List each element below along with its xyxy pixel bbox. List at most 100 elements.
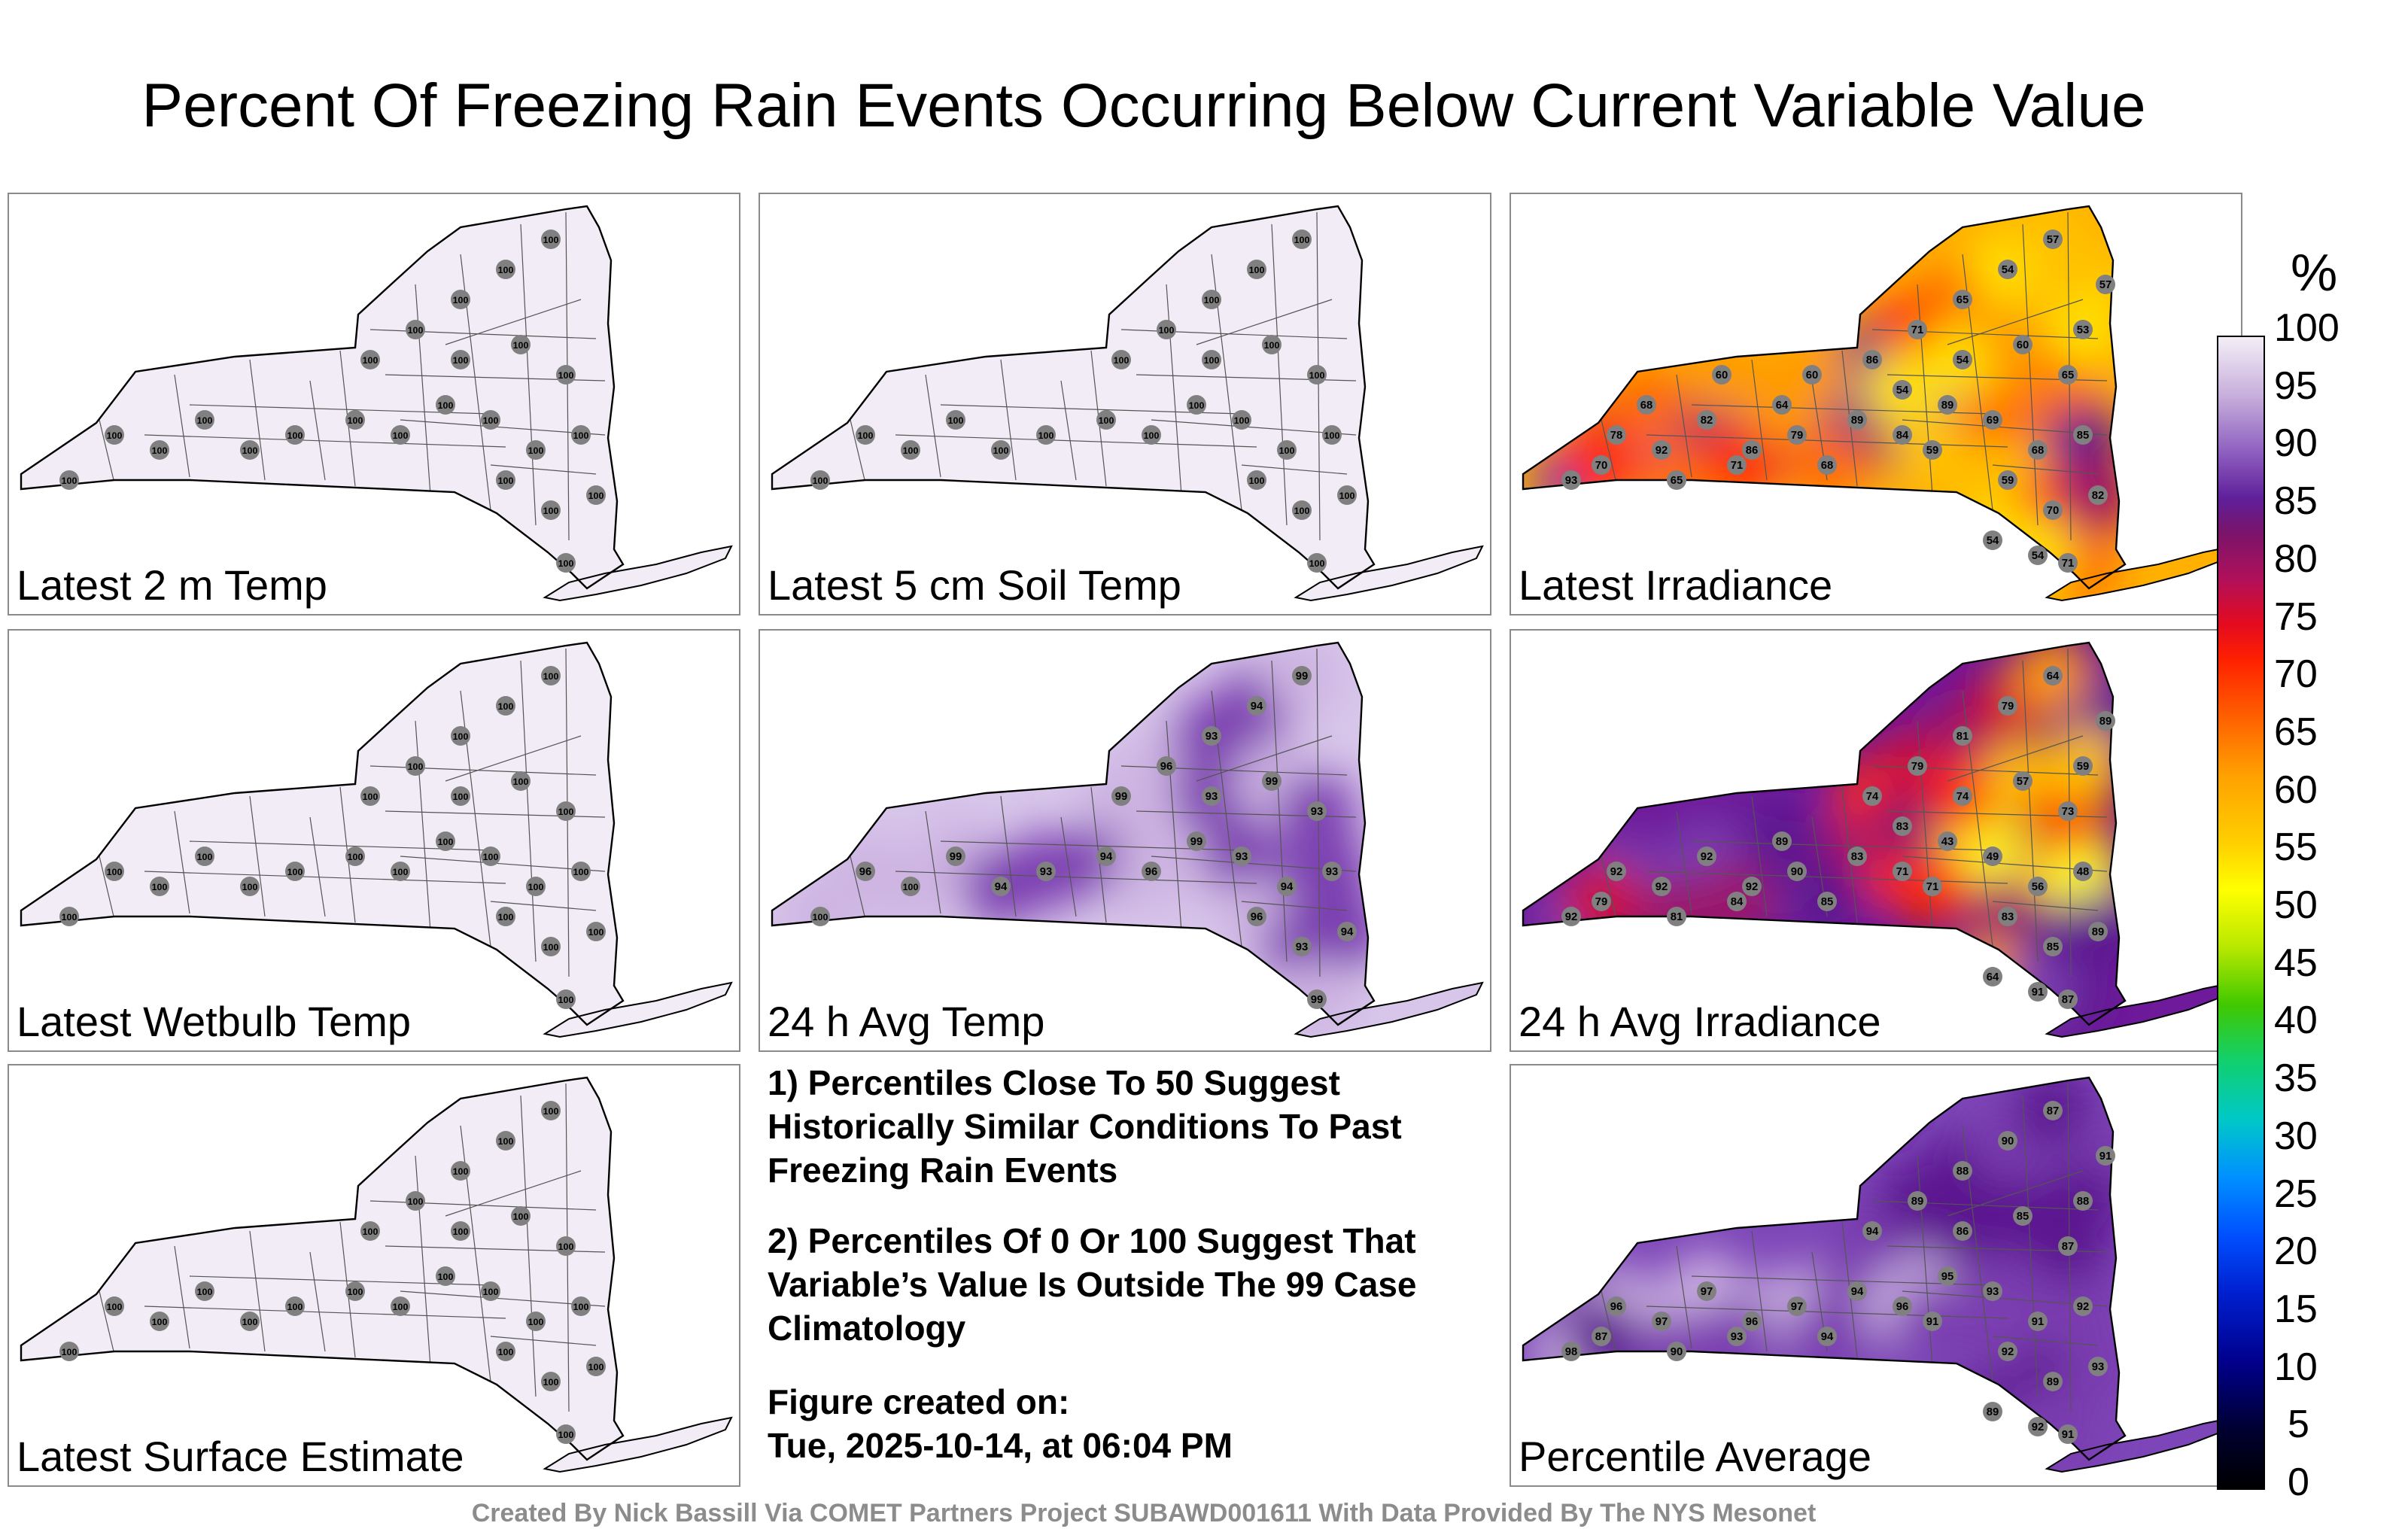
station-marker: 100 <box>571 1296 591 1316</box>
station-marker: 90 <box>1998 1131 2017 1150</box>
station-dot <box>1697 847 1716 866</box>
county-line <box>1676 810 1692 914</box>
station-value: 100 <box>558 995 574 1005</box>
station-value: 100 <box>438 1272 454 1282</box>
station-value: 92 <box>2032 1421 2044 1433</box>
county-line <box>1676 1245 1692 1349</box>
station-marker: 65 <box>1953 290 1972 309</box>
station-value: 60 <box>1806 369 1818 381</box>
station-marker: 92 <box>1561 907 1581 926</box>
station-value: 57 <box>2099 279 2112 291</box>
station-value: 48 <box>2077 866 2089 878</box>
station-value: 100 <box>393 867 409 877</box>
station-marker: 100 <box>526 877 546 896</box>
station-dot <box>1772 831 1792 851</box>
station-dot <box>2073 320 2093 339</box>
station-marker: 89 <box>2043 1372 2063 1391</box>
station-dot <box>556 365 576 385</box>
station-dot <box>391 425 410 445</box>
station-marker: 87 <box>2043 1101 2063 1120</box>
station-marker: 82 <box>1697 410 1716 430</box>
station-dot <box>1908 756 1927 776</box>
station-dot <box>150 1312 169 1331</box>
station-dot <box>1667 1342 1686 1361</box>
station-marker: 89 <box>2096 711 2115 731</box>
station-marker: 92 <box>1697 847 1716 866</box>
station-dot <box>1652 440 1671 460</box>
color-field <box>1532 206 2145 600</box>
county-line <box>249 795 266 917</box>
station-marker: 69 <box>1983 410 2002 430</box>
station-value: 89 <box>1851 415 1863 427</box>
station-dot <box>150 877 169 896</box>
station-dot <box>451 1161 470 1181</box>
station-value: 100 <box>1264 340 1280 351</box>
station-dot <box>1561 907 1581 926</box>
station-dot <box>1953 290 1972 309</box>
station-marker: 93 <box>1322 862 1342 881</box>
station-dot <box>2043 937 2063 956</box>
station-marker: 83 <box>1998 907 2017 926</box>
station-dot <box>1202 290 1221 309</box>
station-dot <box>586 485 606 505</box>
station-dot <box>1637 395 1656 415</box>
map-latest-5cm-soil-temp: 100 100 100 100 100 100 100 100 100 100 100 100 100 1… <box>771 205 1484 602</box>
station-dot <box>556 801 576 821</box>
station-marker: 100 <box>496 470 515 490</box>
station-dot <box>1772 395 1792 415</box>
station-value: 87 <box>2062 1241 2074 1253</box>
station-value: 70 <box>2047 505 2059 517</box>
county-line <box>415 1155 431 1367</box>
station-dot <box>1667 907 1686 926</box>
county-line <box>99 1290 115 1355</box>
station-value: 99 <box>1296 670 1308 682</box>
station-value: 100 <box>813 912 829 923</box>
station-marker: 71 <box>1727 455 1747 475</box>
county-line <box>1646 871 2008 884</box>
station-value: 89 <box>1987 1406 1999 1418</box>
station-value: 100 <box>543 506 559 516</box>
long-island-shape <box>1296 546 1482 600</box>
station-marker: 100 <box>556 1236 576 1256</box>
colorbar-tick-label: 65 <box>2274 710 2318 754</box>
station-value: 100 <box>1294 235 1310 245</box>
station-value: 64 <box>1987 971 1999 983</box>
station-value: 100 <box>513 777 529 787</box>
colorbar-tick-label: 95 <box>2274 363 2318 408</box>
station-dot <box>1307 989 1327 1009</box>
station-value: 88 <box>1956 1166 1969 1178</box>
station-marker: 96 <box>1157 756 1176 776</box>
station-value: 100 <box>408 761 424 772</box>
station-value: 100 <box>197 852 213 862</box>
colorbar-tick-label: 90 <box>2274 421 2318 466</box>
station-value: 100 <box>197 415 213 426</box>
station-dot <box>1787 1296 1807 1316</box>
station-marker: 84 <box>1727 892 1747 911</box>
station-marker: 91 <box>1923 1312 1942 1331</box>
station-marker: 100 <box>451 786 470 806</box>
station-marker: 79 <box>1592 892 1611 911</box>
station-value: 89 <box>1911 1196 1923 1208</box>
station-dot <box>1337 485 1357 505</box>
county-line <box>1000 359 1017 481</box>
station-marker: 100 <box>406 1191 425 1211</box>
station-marker: 100 <box>105 1296 124 1316</box>
station-dot <box>1953 726 1972 746</box>
county-line <box>1947 735 2084 782</box>
station-value: 100 <box>287 1302 303 1312</box>
credit-line: Created By Nick Bassill Via COMET Partne… <box>471 1499 1817 1527</box>
station-value: 100 <box>1249 476 1265 486</box>
station-value: 53 <box>2077 324 2089 336</box>
county-line <box>850 856 866 920</box>
station-dot <box>1847 410 1867 430</box>
station-value: 89 <box>2047 1376 2059 1388</box>
station-marker: 60 <box>1802 365 1822 385</box>
station-value: 59 <box>2077 761 2089 773</box>
station-value: 92 <box>1655 881 1668 893</box>
station-value: 60 <box>1716 369 1728 381</box>
colorbar-tick-label: 20 <box>2274 1230 2318 1274</box>
station-marker: 93 <box>2088 1357 2108 1376</box>
county-line <box>895 434 1257 448</box>
station-marker: 96 <box>1607 1296 1626 1316</box>
station-dot <box>2096 711 2115 731</box>
